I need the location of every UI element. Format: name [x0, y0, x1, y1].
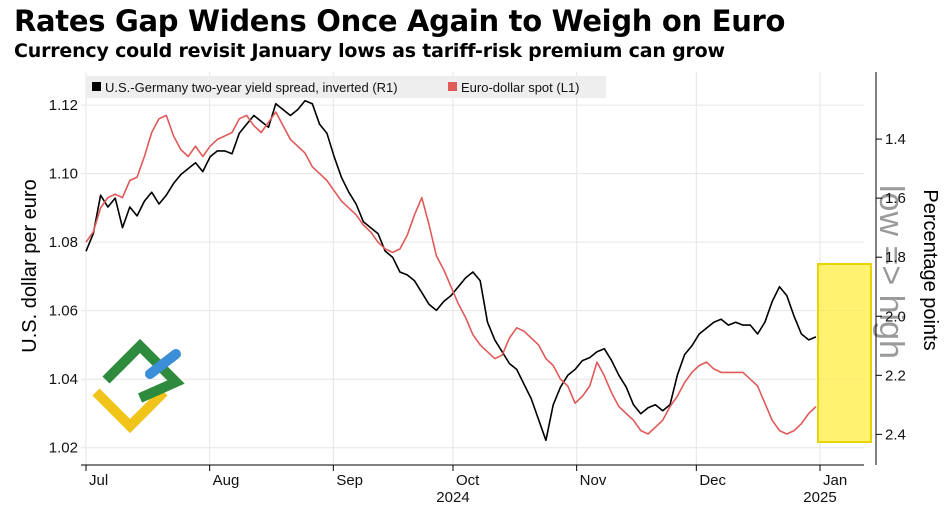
x-year-label: 2024: [436, 489, 469, 506]
right-axis-ticks: 1.4 1.6 1.8 2.0 2.2 2.4: [876, 131, 906, 443]
brand-logo: [92, 338, 185, 434]
x-tick-label: Oct: [456, 472, 480, 489]
x-tick-label: Dec: [699, 472, 726, 489]
left-tick-label: 1.02: [49, 440, 78, 457]
y-axis-right-title: Percentage points: [919, 189, 941, 350]
chart-title: Rates Gap Widens Once Again to Weigh on …: [14, 4, 786, 38]
left-tick-label: 1.10: [49, 166, 78, 183]
x-tick-label: Jan: [823, 472, 847, 489]
highlight-box: [817, 263, 872, 443]
watermark: low => high: [872, 185, 910, 359]
left-tick-label: 1.06: [49, 303, 78, 320]
series-lines: [85, 99, 817, 442]
left-axis-ticks: 1.02 1.04 1.06 1.08 1.10 1.12: [49, 97, 78, 457]
legend-swatch-eurusd: [448, 82, 457, 91]
legend: U.S.-Germany two-year yield spread, inve…: [86, 76, 606, 98]
legend-swatch-spread: [92, 82, 101, 91]
watermark-text: low => high: [872, 185, 910, 359]
x-axis-ticks: Jul Aug Sep Oct Nov Dec Jan 2024 2025: [85, 465, 847, 506]
right-tick-label: 2.2: [885, 367, 906, 384]
x-year-label: 2025: [803, 489, 836, 506]
left-tick-label: 1.04: [49, 371, 78, 388]
gridlines: [81, 72, 864, 465]
right-tick-label: 1.4: [885, 131, 906, 148]
series-line-yield-spread: [85, 99, 817, 442]
series-line-eurusd: [85, 111, 817, 435]
y-axis-left-title: U.S. dollar per euro: [19, 179, 41, 352]
x-tick-label: Jul: [89, 472, 108, 489]
right-tick-label: 2.0: [885, 308, 906, 325]
right-tick-label: 2.4: [885, 426, 906, 443]
x-tick-label: Nov: [580, 472, 607, 489]
axes: [81, 72, 877, 466]
legend-label-eurusd: Euro-dollar spot (L1): [461, 80, 580, 95]
left-tick-label: 1.12: [49, 97, 78, 114]
left-tick-label: 1.08: [49, 234, 78, 251]
chart-subtitle: Currency could revisit January lows as t…: [14, 40, 725, 62]
legend-label-spread: U.S.-Germany two-year yield spread, inve…: [105, 80, 398, 95]
x-tick-label: Sep: [336, 472, 363, 489]
x-tick-label: Aug: [213, 472, 240, 489]
right-tick-label: 1.8: [885, 249, 906, 266]
right-tick-label: 1.6: [885, 190, 906, 207]
